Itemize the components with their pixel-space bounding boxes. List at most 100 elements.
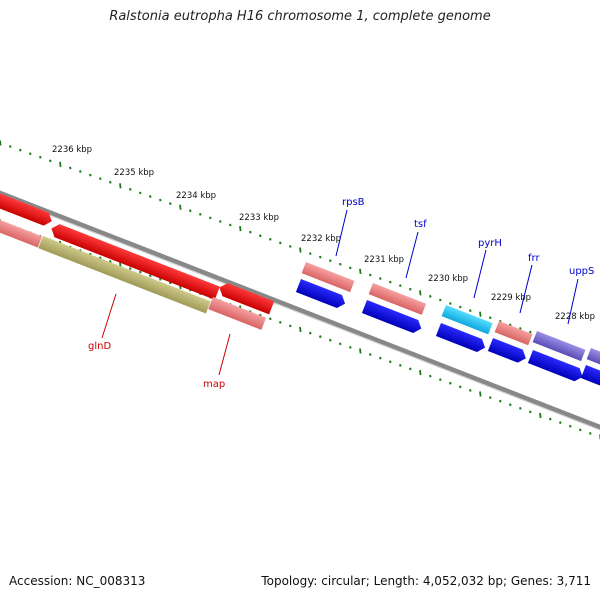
gene-feature[interactable]	[586, 348, 600, 371]
ruler-tick	[289, 324, 292, 328]
ruler-tick	[59, 161, 62, 168]
ruler-label-2236: 2236 kbp	[52, 145, 92, 155]
gene-features	[0, 192, 600, 389]
ruler-tick	[429, 295, 432, 298]
ruler-tick	[339, 342, 342, 346]
gene-feature[interactable]	[441, 305, 493, 335]
ruler-tick	[369, 353, 372, 356]
ruler-tick	[419, 369, 422, 376]
gene-feature[interactable]	[487, 338, 528, 365]
ruler-tick	[419, 290, 422, 296]
gene-label-pyrH[interactable]: pyrH	[478, 238, 502, 249]
ruler-tick	[269, 317, 272, 321]
ruler-tick	[129, 188, 132, 191]
ruler-tick	[269, 237, 272, 241]
gene-feature[interactable]	[368, 283, 427, 315]
ruler-tick	[459, 385, 462, 389]
gene-feature[interactable]	[0, 192, 54, 228]
ruler-tick	[359, 268, 362, 275]
ruler-tick	[399, 363, 402, 367]
ruler-tick	[299, 247, 302, 253]
gene-feature[interactable]	[301, 262, 355, 293]
gene-label-tsf[interactable]: tsf	[414, 219, 427, 230]
gene-label-map[interactable]: map	[203, 379, 225, 390]
ruler-tick	[149, 274, 152, 278]
gene-feature[interactable]	[361, 300, 424, 335]
ruler-tick	[249, 230, 252, 234]
gene-feature[interactable]	[527, 350, 585, 383]
gene-feature[interactable]	[0, 216, 43, 248]
ruler-tick	[339, 262, 342, 266]
ruler-label-2228: 2228 kbp	[555, 312, 595, 322]
gene-label-glnD[interactable]: glnD	[88, 341, 111, 352]
gene-label-rpsB[interactable]: rpsB	[342, 197, 365, 208]
gene-feature[interactable]	[532, 331, 586, 362]
accession-value: NC_008313	[76, 574, 146, 588]
topology-value: circular	[321, 574, 366, 588]
ruler-tick	[589, 432, 592, 435]
ruler-tick	[19, 148, 22, 152]
gene-feature[interactable]	[295, 279, 348, 310]
length-label: Length:	[373, 574, 420, 588]
ruler-tick	[539, 412, 542, 419]
gene-feature[interactable]	[435, 323, 488, 354]
ruler-tick	[189, 209, 192, 213]
accession-label: Accession:	[9, 574, 73, 588]
ruler-tick	[389, 280, 392, 284]
ruler-tick	[459, 305, 462, 309]
ruler-tick	[429, 374, 432, 378]
ruler-tick	[439, 378, 442, 382]
gene-feature[interactable]	[49, 222, 220, 300]
ruler-tick	[239, 225, 242, 232]
ruler-label-2232: 2232 kbp	[301, 234, 341, 244]
ruler-tick	[549, 417, 552, 421]
ruler-tick	[349, 266, 352, 270]
ruler-tick	[0, 140, 2, 146]
genes-label: Genes:	[510, 574, 553, 588]
ruler-tick	[569, 424, 572, 428]
ruler-tick	[499, 399, 502, 403]
gene-feature[interactable]	[38, 236, 211, 314]
ruler-tick	[519, 406, 522, 410]
ruler-tick	[489, 316, 492, 320]
ruler-tick	[109, 260, 112, 263]
gene-feature[interactable]	[217, 281, 275, 315]
ruler-tick	[169, 202, 172, 205]
ruler-tick	[489, 396, 492, 399]
gene-labels: rpsB tsf pyrH frr uppS glnD map	[88, 197, 594, 390]
ruler-tick	[9, 145, 12, 148]
ruler-tick	[199, 212, 202, 216]
ruler-tick	[479, 311, 482, 317]
genome-stats: Topology: circular; Length: 4,052,032 bp…	[261, 574, 591, 588]
gene-label-uppS[interactable]: uppS	[569, 266, 594, 277]
ruler-tick	[509, 403, 512, 407]
accession-info: Accession: NC_008313	[9, 574, 145, 588]
ruler-tick	[329, 259, 332, 263]
ruler-tick	[379, 356, 382, 360]
ruler-tick	[529, 330, 532, 334]
ruler-tick	[439, 298, 442, 302]
ruler-tick	[449, 381, 452, 385]
ruler-tick	[129, 267, 132, 270]
ruler-tick	[449, 302, 452, 305]
ruler-tick	[289, 245, 292, 248]
ruler-tick	[309, 331, 312, 335]
ruler-tick	[519, 327, 522, 330]
ruler-label-2231: 2231 kbp	[364, 255, 404, 265]
genes-value: 3,711	[556, 574, 591, 588]
ruler-tick	[89, 173, 92, 177]
ruler-tick	[219, 220, 222, 223]
ruler-tick	[559, 421, 562, 425]
ruler-tick	[409, 287, 412, 291]
topology-label: Topology:	[261, 574, 318, 588]
gene-label-lines	[101, 209, 579, 376]
ruler-label-2229: 2229 kbp	[491, 293, 531, 303]
gene-feature[interactable]	[494, 321, 533, 346]
ruler-tick	[229, 223, 232, 227]
gene-feature[interactable]	[580, 365, 600, 389]
gene-feature[interactable]	[208, 297, 267, 330]
ruler-label-2234: 2234 kbp	[176, 191, 216, 201]
gene-label-frr[interactable]: frr	[528, 253, 540, 264]
